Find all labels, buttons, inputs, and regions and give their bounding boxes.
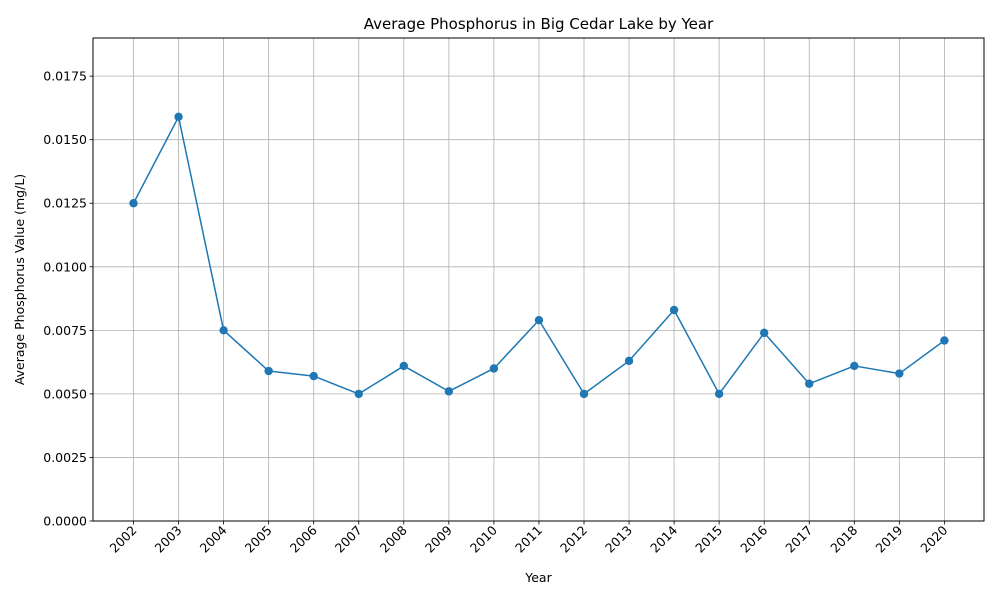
- data-point: [895, 369, 904, 378]
- data-point: [354, 389, 363, 399]
- y-axis-title: Average Phosphorus Value (mg/L): [12, 174, 27, 385]
- data-point: [264, 366, 273, 376]
- series-line-layer: [129, 112, 949, 399]
- x-axis-title: Year: [524, 570, 552, 585]
- plot-frame: [92, 37, 985, 522]
- y-tick-label: 0.0175: [43, 69, 87, 84]
- data-point: [444, 387, 454, 396]
- data-point: [534, 315, 544, 325]
- data-point: [219, 326, 228, 335]
- chart-title: Average Phosphorus in Big Cedar Lake by …: [364, 15, 714, 33]
- data-point: [174, 112, 183, 122]
- data-point: [940, 336, 949, 345]
- data-point: [489, 364, 499, 373]
- y-tick-label: 0.0125: [43, 196, 87, 211]
- data-point: [399, 361, 408, 371]
- data-point: [850, 361, 859, 371]
- data-point: [129, 199, 138, 208]
- data-point: [760, 328, 769, 338]
- y-tick-label: 0.0050: [43, 386, 87, 401]
- y-tick-label: 0.0025: [43, 450, 87, 465]
- data-point: [309, 371, 318, 381]
- y-tick-label: 0.0150: [43, 132, 87, 147]
- y-tick-label: 0.0100: [43, 259, 87, 274]
- data-point: [624, 356, 634, 366]
- data-point: [714, 389, 724, 399]
- y-tick-label: 0.0000: [43, 514, 87, 529]
- y-axis-ticks: 0.0000 0.0025 0.0050 0.0075 0.0100 0.0125 0.01…: [43, 69, 93, 529]
- data-point: [805, 379, 814, 388]
- data-point: [669, 305, 679, 315]
- data-point: [579, 389, 589, 399]
- grid-lines: [93, 38, 984, 522]
- y-tick-label: 0.0075: [43, 323, 87, 338]
